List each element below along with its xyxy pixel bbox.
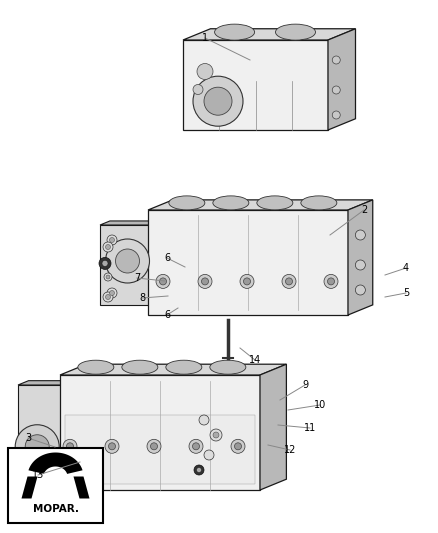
- Circle shape: [355, 260, 365, 270]
- Text: 14: 14: [249, 355, 261, 365]
- Ellipse shape: [210, 360, 246, 374]
- Text: 13: 13: [32, 470, 44, 480]
- Circle shape: [159, 278, 166, 285]
- Circle shape: [201, 278, 208, 285]
- Polygon shape: [60, 364, 286, 375]
- Text: 9: 9: [302, 380, 308, 390]
- Circle shape: [109, 443, 116, 450]
- Polygon shape: [100, 225, 155, 305]
- Ellipse shape: [166, 360, 202, 374]
- Text: 7: 7: [134, 273, 140, 283]
- Circle shape: [282, 274, 296, 288]
- Text: 5: 5: [403, 288, 409, 298]
- Circle shape: [234, 443, 241, 450]
- Circle shape: [189, 439, 203, 453]
- Ellipse shape: [215, 24, 254, 40]
- Polygon shape: [183, 40, 328, 130]
- Circle shape: [231, 439, 245, 453]
- Polygon shape: [18, 381, 77, 385]
- Circle shape: [204, 450, 214, 460]
- Polygon shape: [21, 477, 38, 498]
- Ellipse shape: [169, 196, 205, 210]
- Text: 2: 2: [361, 205, 367, 215]
- Polygon shape: [260, 364, 286, 490]
- Polygon shape: [18, 385, 66, 480]
- Circle shape: [198, 274, 212, 288]
- Ellipse shape: [122, 360, 158, 374]
- Polygon shape: [183, 29, 356, 40]
- Polygon shape: [148, 210, 348, 315]
- Circle shape: [107, 288, 117, 298]
- Circle shape: [192, 443, 199, 450]
- Circle shape: [103, 242, 113, 252]
- Circle shape: [197, 467, 201, 472]
- Circle shape: [193, 76, 243, 126]
- Polygon shape: [348, 200, 373, 315]
- Circle shape: [102, 261, 108, 266]
- Circle shape: [324, 274, 338, 288]
- Circle shape: [147, 439, 161, 453]
- Circle shape: [151, 443, 158, 450]
- Circle shape: [63, 439, 77, 453]
- Circle shape: [210, 429, 222, 441]
- Ellipse shape: [213, 196, 249, 210]
- Polygon shape: [328, 29, 356, 130]
- Circle shape: [18, 451, 28, 461]
- Circle shape: [286, 278, 293, 285]
- Circle shape: [106, 275, 110, 279]
- Circle shape: [110, 238, 114, 243]
- Circle shape: [21, 454, 25, 459]
- Circle shape: [240, 274, 254, 288]
- Circle shape: [199, 415, 209, 425]
- Text: 1: 1: [202, 33, 208, 43]
- Circle shape: [244, 278, 251, 285]
- Text: 12: 12: [284, 445, 296, 455]
- Polygon shape: [60, 375, 260, 490]
- Circle shape: [116, 249, 139, 273]
- Text: 8: 8: [139, 293, 145, 303]
- Circle shape: [103, 292, 113, 302]
- Circle shape: [332, 56, 340, 64]
- Circle shape: [25, 435, 49, 459]
- Ellipse shape: [257, 196, 293, 210]
- Circle shape: [355, 285, 365, 295]
- Circle shape: [197, 63, 213, 79]
- Ellipse shape: [78, 360, 114, 374]
- Circle shape: [213, 432, 219, 438]
- Circle shape: [15, 425, 59, 469]
- Circle shape: [204, 87, 232, 115]
- Circle shape: [193, 85, 203, 94]
- Circle shape: [194, 465, 204, 475]
- Circle shape: [107, 235, 117, 245]
- Circle shape: [156, 274, 170, 288]
- Text: 11: 11: [304, 423, 316, 433]
- Text: 6: 6: [164, 310, 170, 320]
- Circle shape: [332, 111, 340, 119]
- Text: 6: 6: [164, 253, 170, 263]
- Circle shape: [332, 86, 340, 94]
- Ellipse shape: [301, 196, 337, 210]
- Polygon shape: [74, 477, 89, 498]
- Text: MOPAR.: MOPAR.: [32, 505, 78, 514]
- Circle shape: [106, 295, 110, 300]
- Polygon shape: [28, 453, 82, 474]
- Circle shape: [106, 245, 110, 249]
- Circle shape: [106, 239, 149, 283]
- Bar: [65, 415, 255, 484]
- Circle shape: [328, 278, 335, 285]
- Bar: [8, 448, 103, 523]
- Circle shape: [99, 257, 111, 269]
- Text: 10: 10: [314, 400, 326, 410]
- Circle shape: [110, 290, 114, 295]
- Polygon shape: [148, 200, 373, 210]
- Polygon shape: [100, 221, 165, 225]
- Text: 4: 4: [403, 263, 409, 273]
- Circle shape: [105, 439, 119, 453]
- Text: 3: 3: [25, 433, 31, 443]
- Circle shape: [355, 230, 365, 240]
- Circle shape: [104, 273, 112, 281]
- Ellipse shape: [276, 24, 315, 40]
- Circle shape: [67, 443, 74, 450]
